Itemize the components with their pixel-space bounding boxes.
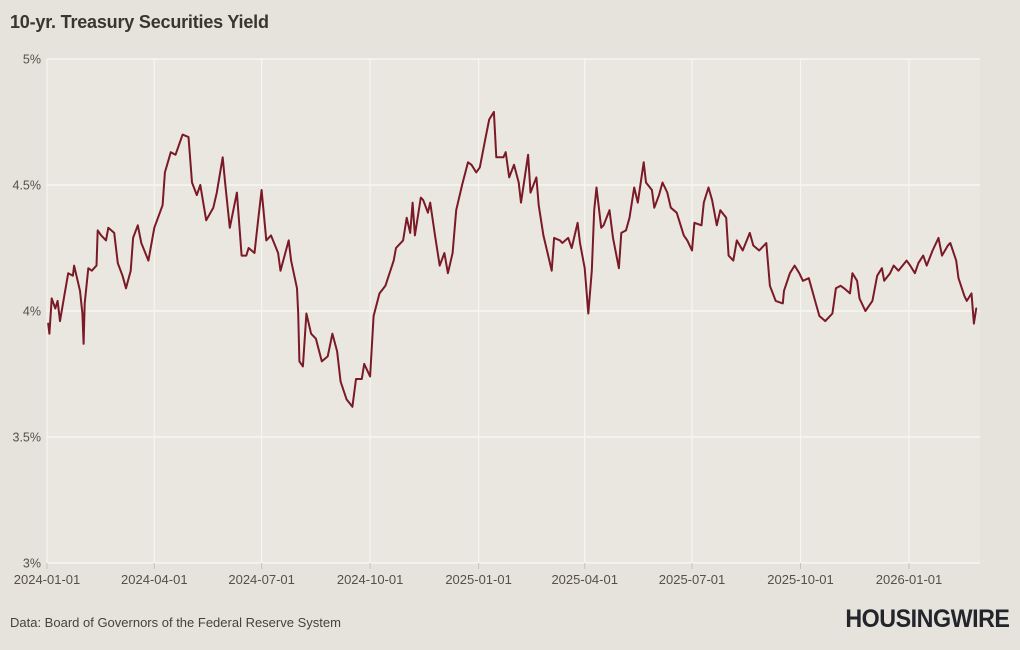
x-axis-label: 2025-10-01	[767, 572, 834, 587]
x-axis-label: 2026-01-01	[876, 572, 943, 587]
x-axis-label: 2024-10-01	[337, 572, 404, 587]
chart-title: 10-yr. Treasury Securities Yield	[10, 12, 269, 32]
y-axis-label: 5%	[23, 53, 41, 67]
y-axis-label: 3%	[23, 557, 41, 571]
y-axis-label: 4%	[23, 305, 41, 319]
x-axis-label: 2024-07-01	[228, 572, 295, 587]
yield-line	[47, 110, 978, 408]
y-axis-label: 3.5%	[13, 431, 42, 445]
y-axis-label: 4.5%	[13, 179, 42, 193]
x-axis-label: 2025-07-01	[659, 572, 726, 587]
x-axis-label: 2025-01-01	[445, 572, 512, 587]
x-axis-label: 2025-04-01	[551, 572, 618, 587]
housingwire-logo: HOUSINGWIRE	[844, 605, 1010, 633]
x-axis-label: 2024-04-01	[121, 572, 188, 587]
x-axis-label: 2024-01-01	[14, 572, 81, 587]
data-source-note: Data: Board of Governors of the Federal …	[10, 615, 341, 630]
